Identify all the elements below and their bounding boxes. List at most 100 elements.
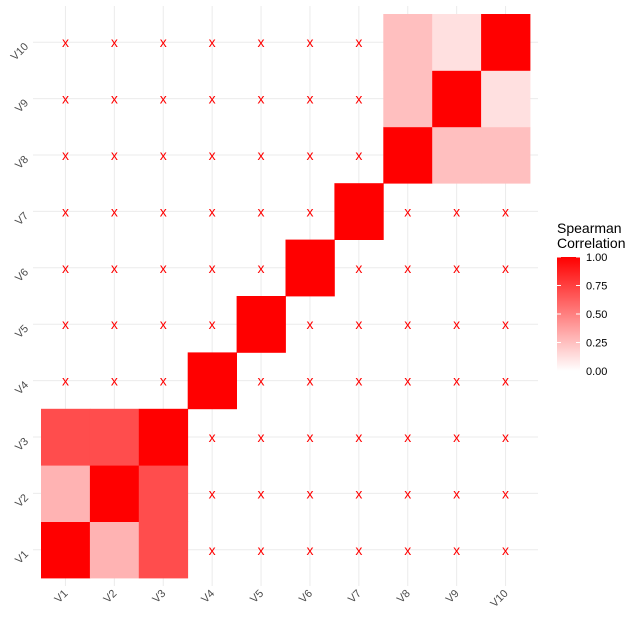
insignificant-marker-v6-v7: x [306,203,313,219]
legend-tick-label-2: 0.50 [586,309,607,321]
insignificant-marker-v10-v2: x [502,485,509,501]
insignificant-marker-v2-v8: x [111,147,118,163]
insignificant-marker-v9-v1: x [453,542,460,558]
insignificant-marker-v9-v3: x [453,429,460,445]
heatmap-cell-v1-v3 [41,408,91,466]
insignificant-marker-v5-v10: x [258,34,265,50]
heatmap-cell-v2-v3 [89,408,140,466]
insignificant-marker-v10-v3: x [502,429,509,445]
y-tick-label-v9: V9 [13,97,31,115]
insignificant-marker-v1-v7: x [62,203,69,219]
y-tick-label-v4: V4 [13,379,31,397]
insignificant-marker-v7-v3: x [355,429,362,445]
insignificant-marker-v5-v4: x [258,373,265,389]
insignificant-marker-v2-v7: x [111,203,118,219]
x-tick-label-v2: V2 [101,588,119,606]
insignificant-marker-v6-v10: x [306,34,313,50]
insignificant-marker-v6-v5: x [306,316,313,332]
insignificant-marker-v1-v5: x [62,316,69,332]
y-tick-label-v2: V2 [13,492,31,510]
heatmap-cell-v7-v7 [334,183,384,240]
insignificant-marker-v4-v1: x [209,542,216,558]
insignificant-marker-v8-v5: x [404,316,411,332]
heatmap-cells [41,14,531,579]
insignificant-marker-v4-v9: x [209,91,216,107]
legend-colorbar [557,257,580,371]
insignificant-marker-v9-v2: x [453,485,460,501]
legend-title-line-2: Correlation [557,235,625,251]
insignificant-marker-v3-v6: x [160,260,167,276]
legend-tick-label-3: 0.25 [586,338,607,350]
insignificant-marker-v5-v1: x [258,542,265,558]
insignificant-marker-v1-v8: x [62,147,69,163]
insignificant-marker-v7-v5: x [355,316,362,332]
insignificant-marker-v9-v6: x [453,260,460,276]
insignificant-marker-v5-v2: x [258,485,265,501]
x-axis: V1 V2 V3 V4 V5 V6 V7 V8 V9 V10 [53,588,511,610]
y-tick-label-v5: V5 [13,323,31,341]
insignificant-marker-v3-v9: x [160,91,167,107]
insignificant-marker-v2-v6: x [111,260,118,276]
insignificant-marker-v5-v6: x [258,260,265,276]
insignificant-marker-v2-v5: x [111,316,118,332]
insignificant-marker-v3-v8: x [160,147,167,163]
y-axis: V1 V2 V3 V4 V5 V6 V7 V8 V9 V10 [9,41,31,567]
heatmap-cell-v3-v1 [138,521,189,579]
heatmap-cell-v9-v8 [432,126,482,184]
y-tick-label-v7: V7 [13,210,31,228]
y-tick-label-v8: V8 [13,154,31,172]
x-tick-label-v8: V8 [395,588,413,606]
y-tick-label-v6: V6 [13,266,31,284]
insignificant-marker-v4-v5: x [209,316,216,332]
legend-title-line-1: Spearman [557,220,622,236]
insignificant-marker-v2-v9: x [111,91,118,107]
insignificant-marker-v4-v6: x [209,260,216,276]
insignificant-marker-v7-v2: x [355,485,362,501]
insignificant-marker-v4-v8: x [209,147,216,163]
legend-tick-label-4: 0.00 [586,366,607,378]
insignificant-marker-v7-v1: x [355,542,362,558]
insignificant-marker-v10-v4: x [502,373,509,389]
heatmap-cell-v5-v5 [236,296,286,353]
insignificant-marker-v6-v8: x [306,147,313,163]
heatmap-cell-v9-v10 [432,14,482,71]
insignificant-marker-v8-v7: x [404,203,411,219]
heatmap-cell-v1-v2 [41,465,91,522]
insignificant-marker-v9-v7: x [453,203,460,219]
insignificant-marker-v4-v10: x [209,34,216,50]
legend-tick-label-1: 0.75 [586,281,607,293]
insignificant-marker-v2-v4: x [111,373,118,389]
y-tick-label-v1: V1 [13,548,31,566]
insignificant-marker-v7-v10: x [355,34,362,50]
insignificant-marker-v7-v8: x [355,147,362,163]
x-tick-label-v5: V5 [248,588,266,606]
insignificant-marker-v7-v4: x [355,373,362,389]
insignificant-marker-v5-v3: x [258,429,265,445]
heatmap-cell-v10-v9 [481,70,531,128]
insignificant-marker-v6-v9: x [306,91,313,107]
x-tick-label-v6: V6 [297,588,315,606]
x-tick-label-v10: V10 [488,588,510,610]
heatmap-cell-v1-v1 [41,521,91,579]
heatmap-cell-v6-v6 [285,239,335,297]
insignificant-marker-v1-v6: x [62,260,69,276]
heatmap-cell-v4-v4 [187,352,237,410]
insignificant-marker-v4-v3: x [209,429,216,445]
insignificant-marker-v5-v8: x [258,147,265,163]
x-tick-label-v9: V9 [444,588,462,606]
insignificant-marker-v1-v9: x [62,91,69,107]
insignificant-marker-v10-v1: x [502,542,509,558]
insignificant-marker-v4-v2: x [209,485,216,501]
heatmap-cell-v10-v8 [481,126,531,184]
insignificant-marker-v9-v4: x [453,373,460,389]
insignificant-marker-v6-v1: x [306,542,313,558]
heatmap-cell-v8-v9 [383,70,433,128]
heatmap-cell-v8-v8 [383,126,433,184]
insignificant-marker-v8-v4: x [404,373,411,389]
heatmap-cell-v9-v9 [432,70,482,128]
insignificant-marker-v6-v4: x [306,373,313,389]
insignificant-marker-v8-v6: x [404,260,411,276]
